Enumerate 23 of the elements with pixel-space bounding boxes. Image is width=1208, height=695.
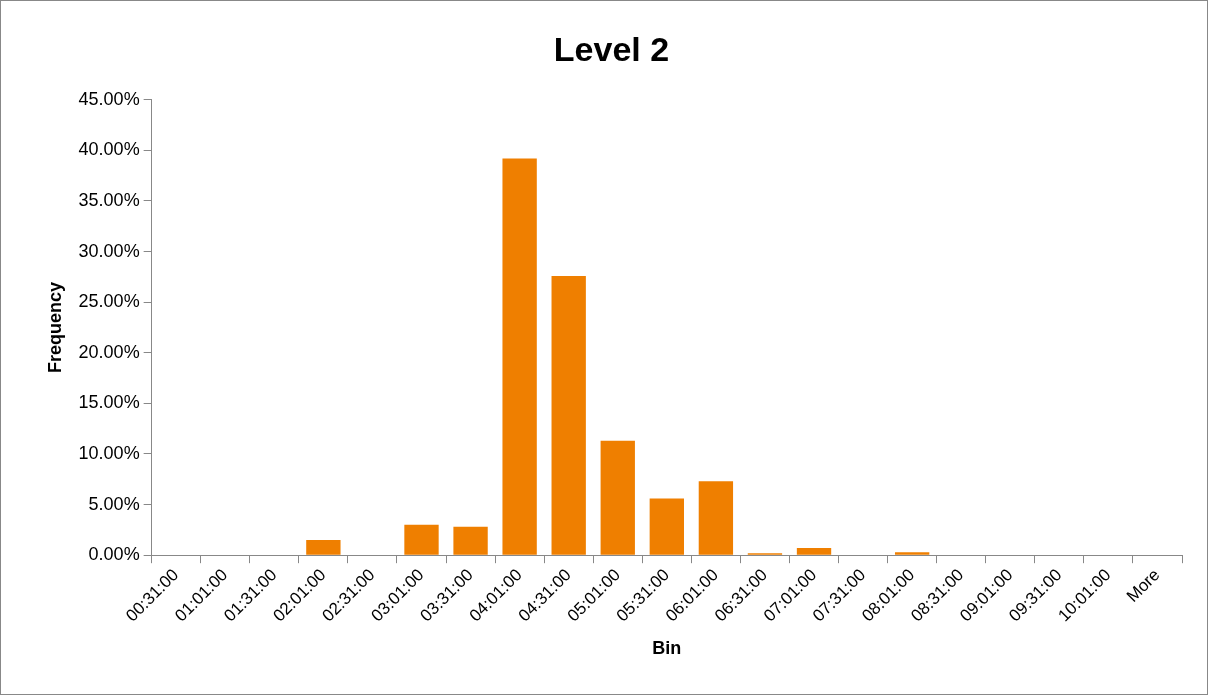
bar bbox=[600, 440, 635, 555]
bar bbox=[649, 498, 684, 555]
y-tick-label: 25.00% bbox=[78, 291, 140, 312]
y-tick-label: 10.00% bbox=[78, 442, 140, 463]
bar bbox=[453, 526, 488, 555]
bar bbox=[894, 552, 930, 555]
y-tick-label: 30.00% bbox=[78, 240, 140, 261]
y-tick-label: 15.00% bbox=[78, 392, 140, 413]
bar bbox=[796, 548, 832, 555]
y-tick-label: 45.00% bbox=[78, 88, 140, 109]
chart-title: Level 2 bbox=[553, 29, 670, 68]
y-tick-label: 40.00% bbox=[78, 139, 140, 160]
y-tick-label: 20.00% bbox=[78, 341, 140, 362]
bar bbox=[502, 158, 537, 555]
bar bbox=[698, 481, 734, 555]
x-axis-title: Bin bbox=[652, 638, 682, 659]
y-axis-title: Frequency bbox=[44, 281, 65, 374]
bar bbox=[306, 540, 341, 555]
y-tick-label: 5.00% bbox=[88, 493, 140, 514]
y-tick-label: 0.00% bbox=[88, 544, 140, 565]
bar bbox=[551, 275, 586, 555]
y-tick-label: 35.00% bbox=[78, 189, 140, 210]
bar bbox=[404, 524, 439, 555]
